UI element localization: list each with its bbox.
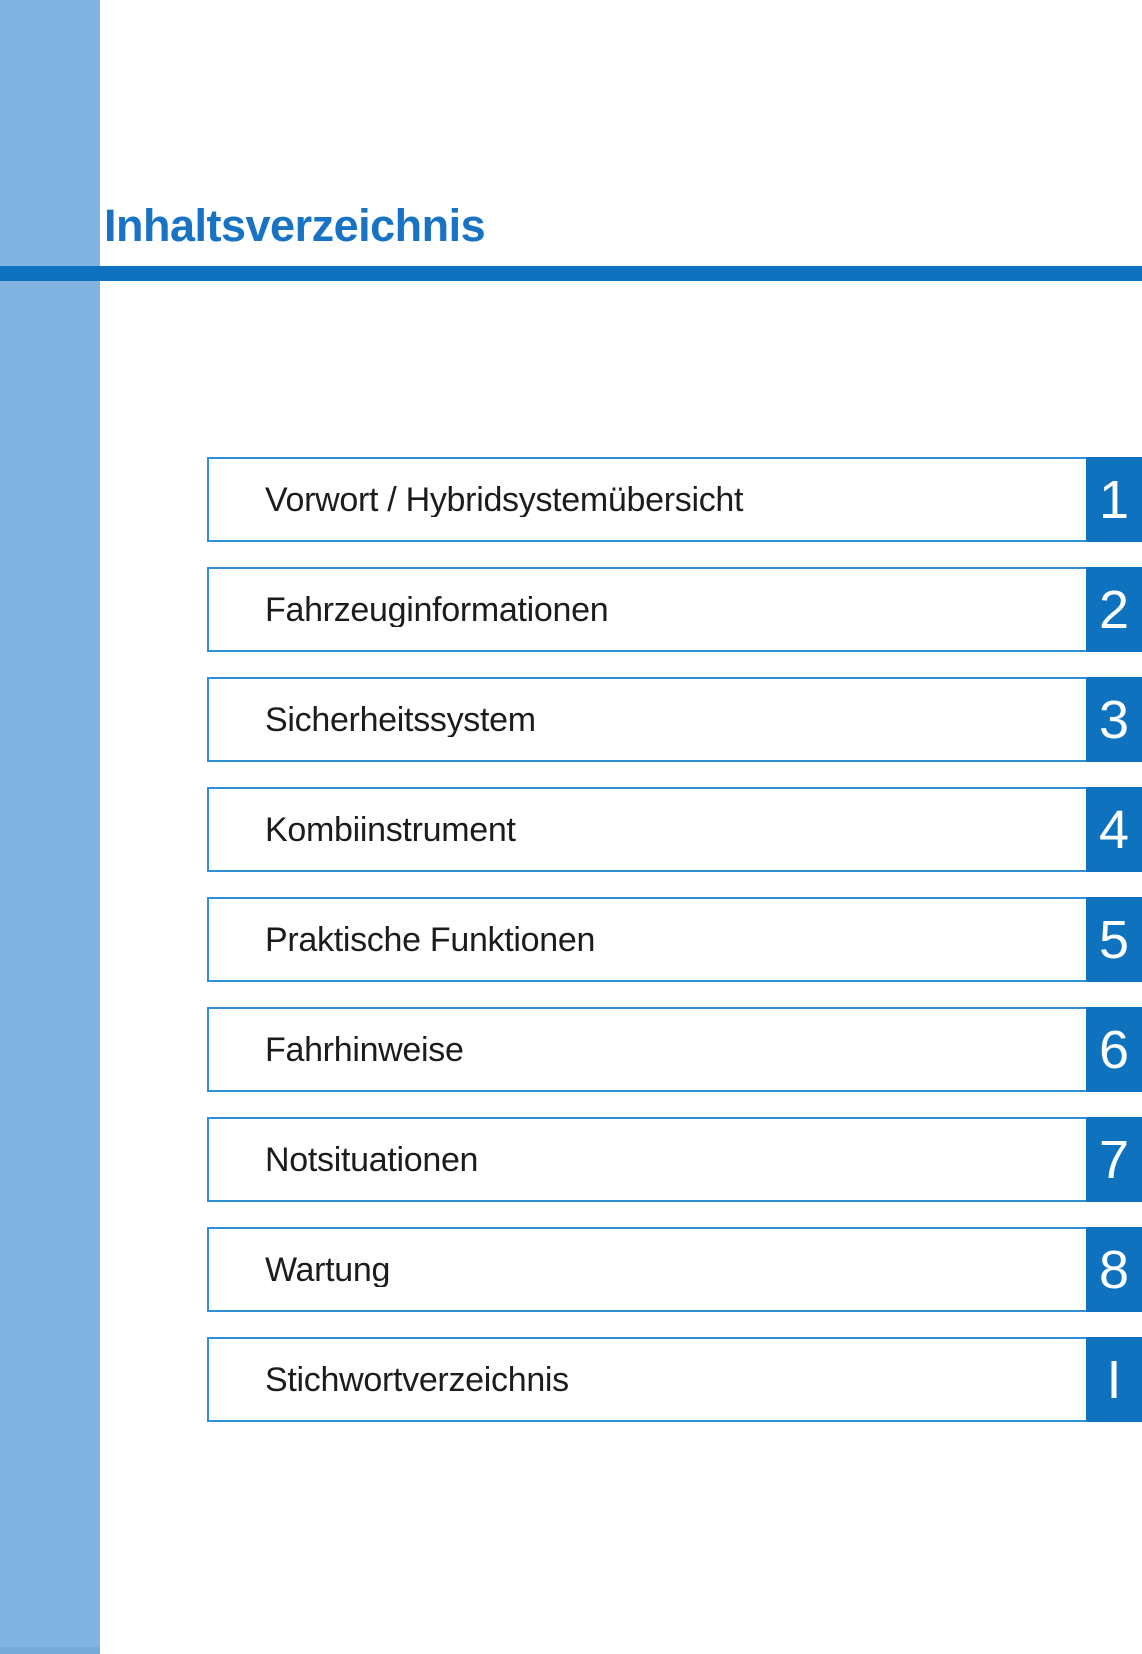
toc-item[interactable]: Vorwort / Hybridsystemübersicht 1	[207, 457, 1142, 542]
stripe-bottom-edge	[0, 1647, 100, 1654]
chapter-number-badge: 1	[1086, 457, 1142, 542]
toc-item[interactable]: Stichwortverzeichnis I	[207, 1337, 1142, 1422]
chapter-number-badge: 7	[1086, 1117, 1142, 1202]
chapter-number-badge: 2	[1086, 567, 1142, 652]
toc-item-label: Fahrhinweise	[265, 1032, 464, 1067]
toc-item-label: Kombiinstrument	[265, 812, 516, 847]
toc-item[interactable]: Sicherheitssystem 3	[207, 677, 1142, 762]
toc-item[interactable]: Praktische Funktionen 5	[207, 897, 1142, 982]
chapter-number-badge: 4	[1086, 787, 1142, 872]
chapter-number-badge: 5	[1086, 897, 1142, 982]
toc-item[interactable]: Notsituationen 7	[207, 1117, 1142, 1202]
page-title: Inhaltsverzeichnis	[104, 200, 486, 251]
toc-item-label: Praktische Funktionen	[265, 922, 596, 957]
toc-item-label: Notsituationen	[265, 1142, 479, 1177]
toc-item-label: Wartung	[265, 1252, 391, 1287]
toc-item[interactable]: Wartung 8	[207, 1227, 1142, 1312]
chapter-number-badge: 8	[1086, 1227, 1142, 1312]
toc-item[interactable]: Fahrzeuginformationen 2	[207, 567, 1142, 652]
toc-list: Vorwort / Hybridsystemübersicht 1 Fahrze…	[207, 457, 1142, 1447]
chapter-number-badge: 6	[1086, 1007, 1142, 1092]
sidebar-accent-stripe	[0, 0, 100, 1654]
chapter-number-badge: I	[1086, 1337, 1142, 1422]
title-divider-bar	[0, 266, 1142, 281]
toc-item-label: Stichwortverzeichnis	[265, 1362, 569, 1397]
toc-item-label: Fahrzeuginformationen	[265, 592, 609, 627]
toc-item[interactable]: Kombiinstrument 4	[207, 787, 1142, 872]
toc-item-label: Sicherheitssystem	[265, 702, 536, 737]
toc-item-label: Vorwort / Hybridsystemübersicht	[265, 482, 744, 517]
chapter-number-badge: 3	[1086, 677, 1142, 762]
toc-item[interactable]: Fahrhinweise 6	[207, 1007, 1142, 1092]
